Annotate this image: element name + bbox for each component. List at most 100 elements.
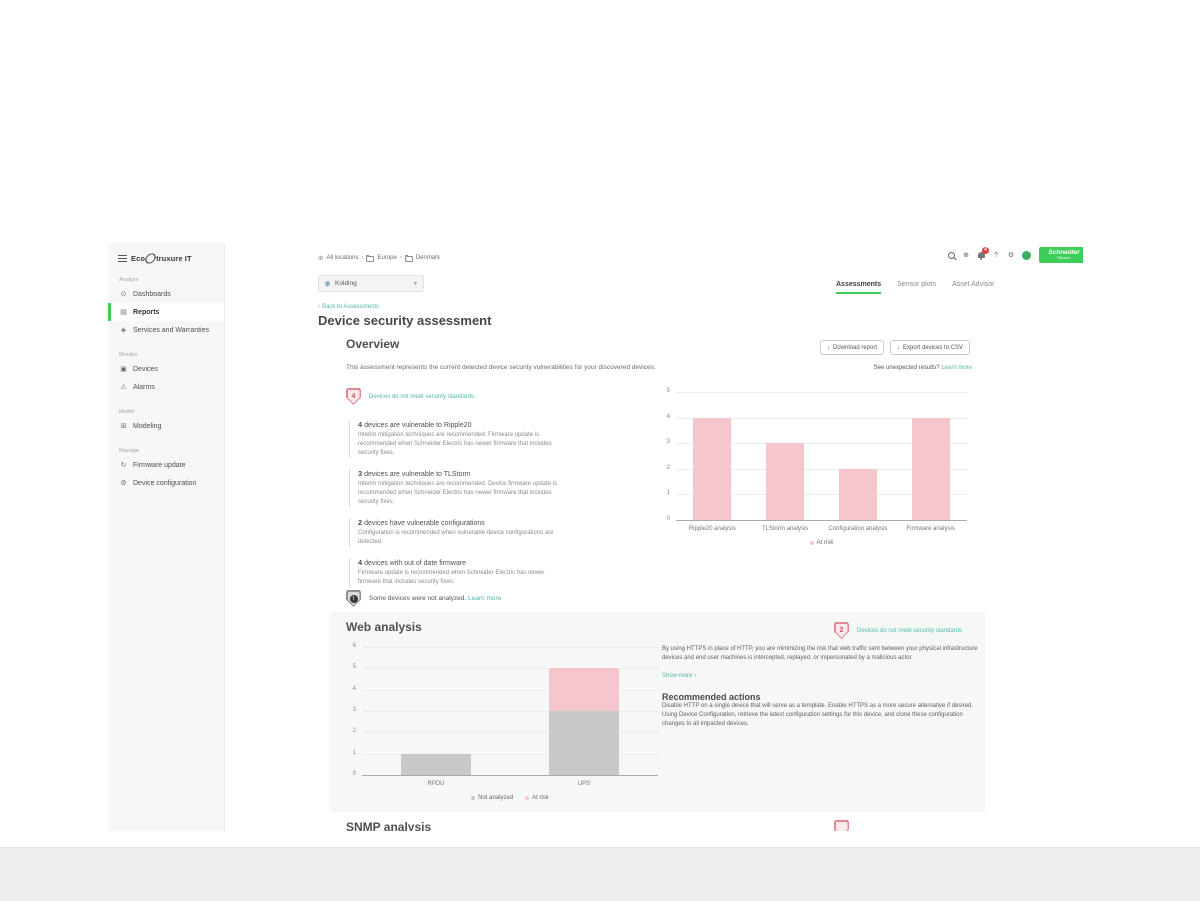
y-tick-label: 2 xyxy=(352,728,356,735)
chart-legend: Not analyzed At risk xyxy=(362,795,658,801)
badge-link[interactable]: Devices do not meet security standards xyxy=(369,393,475,400)
location-selector-value: Kolding xyxy=(335,280,357,287)
gridline xyxy=(676,494,967,496)
sidebar-section-analyze: Analyze xyxy=(119,277,139,283)
bar-segment[interactable] xyxy=(911,417,950,520)
overview-intro-text: This assessment represents the current d… xyxy=(346,364,656,371)
user-avatar[interactable] xyxy=(1021,250,1031,260)
breadcrumb-denmark[interactable]: Denmark xyxy=(415,255,441,261)
sidebar-item-label: Device configuration xyxy=(133,479,197,487)
finding-ripple20: 4 devices are vulnerable to Ripple20 Int… xyxy=(349,420,664,458)
show-more-link[interactable]: Show more › xyxy=(662,672,697,679)
learn-more-link[interactable]: Learn more xyxy=(468,595,502,602)
security-standards-badge: 4 Devices do not meet security standards xyxy=(346,388,474,405)
y-tick-label: 0 xyxy=(352,771,356,777)
alarms-icon: ⚠ xyxy=(120,384,127,391)
bar-segment[interactable] xyxy=(549,711,619,775)
sidebar-item-label: Modeling xyxy=(133,422,162,430)
y-tick-label: 2 xyxy=(666,464,670,471)
finding-title-text: devices are vulnerable to Ripple20 xyxy=(364,422,472,429)
finding-title-text: devices with out of date firmware xyxy=(364,560,467,567)
finding-firmware: 4 devices with out of date firmware Firm… xyxy=(349,558,664,587)
breadcrumb-all-locations[interactable]: All locations xyxy=(326,255,359,261)
snmp-analysis-heading: SNMP analysis xyxy=(346,820,432,831)
sidebar-item-firmware-update[interactable]: ↻ Firmware update xyxy=(108,456,224,474)
bar-segment[interactable] xyxy=(693,417,732,520)
bar-segment[interactable] xyxy=(838,468,877,520)
badge-link[interactable]: Devices do not meet security standards xyxy=(857,627,963,634)
web-analysis-panel: Web analysis 2 Devices do not meet secur… xyxy=(330,612,986,812)
sidebar-section-model: Model xyxy=(119,409,134,415)
sidebar-item-alarms[interactable]: ⚠ Alarms xyxy=(108,378,224,396)
sidebar-item-label: Alarms xyxy=(133,383,155,391)
location-selector[interactable]: Kolding ▾ xyxy=(318,275,424,292)
snmp-shield-badge-icon xyxy=(834,820,849,831)
tab-sensor-plots[interactable]: Sensor plots xyxy=(897,281,937,288)
tab-asset-advisor[interactable]: Asset Advisor xyxy=(952,281,995,288)
tab-bar: Assessments Sensor plots Asset Advisor xyxy=(836,281,994,294)
folder-icon xyxy=(404,254,413,262)
menu-hamburger-icon[interactable] xyxy=(118,255,127,262)
reports-icon: ▤ xyxy=(120,309,127,316)
gray-shield-icon: ! xyxy=(346,590,361,607)
back-link-label: Back to Assessments xyxy=(322,304,380,310)
y-tick-label: 0 xyxy=(666,516,670,522)
chart-legend: At risk xyxy=(676,540,967,546)
sidebar-item-devices[interactable]: ▣ Devices xyxy=(108,360,224,378)
y-tick-label: 1 xyxy=(352,749,356,756)
finding-description: Interim mitigation techniques are recomm… xyxy=(358,432,552,456)
y-tick-label: 3 xyxy=(666,439,670,446)
y-tick-label: 5 xyxy=(666,388,670,394)
finding-title: 4 devices with out of date firmware xyxy=(358,558,664,567)
search-icon[interactable] xyxy=(946,250,956,260)
notification-badge: 4 xyxy=(982,247,989,254)
not-analyzed-note: ! Some devices were not analyzed. Learn … xyxy=(346,590,501,607)
modeling-icon: ⊞ xyxy=(120,423,127,430)
firmware-update-icon: ↻ xyxy=(120,462,127,469)
help-icon[interactable]: ? xyxy=(994,251,998,259)
sidebar-item-services-warranties[interactable]: ◈ Services and Warranties xyxy=(108,321,224,339)
sidebar-item-label: Services and Warranties xyxy=(133,326,209,334)
breadcrumb-separator-icon: › xyxy=(361,255,364,261)
services-icon: ◈ xyxy=(120,327,127,334)
gridline xyxy=(362,753,658,755)
sidebar-item-dashboards[interactable]: ⊙ Dashboards xyxy=(108,285,224,303)
sidebar-item-device-configuration[interactable]: ⚙ Device configuration xyxy=(108,474,224,492)
download-icon: ↓ xyxy=(827,344,830,351)
breadcrumb-europe[interactable]: Europe xyxy=(377,255,397,261)
sidebar-section-manage: Manage xyxy=(119,448,139,454)
gridline xyxy=(676,468,967,470)
bar-segment[interactable] xyxy=(549,668,619,711)
download-report-button[interactable]: ↓ Download report xyxy=(820,340,885,355)
gridline xyxy=(362,647,658,648)
export-csv-label: Export devices to CSV xyxy=(903,344,964,351)
unexpected-results: See unexpected results? Learn more xyxy=(812,365,972,371)
finding-count: 4 xyxy=(358,558,363,567)
globe-icon: ⊕ xyxy=(318,255,324,262)
bar-segment[interactable] xyxy=(766,443,805,520)
tab-assessments[interactable]: Assessments xyxy=(836,281,882,294)
sidebar-item-modeling[interactable]: ⊞ Modeling xyxy=(108,417,224,435)
settings-gear-icon[interactable]: ⚙ xyxy=(1007,252,1015,259)
app-logo[interactable]: Eco truxure IT xyxy=(131,252,192,265)
finding-title-text: devices are vulnerable to TLStorm xyxy=(364,471,471,478)
brand-line1: Schneider xyxy=(1048,248,1080,256)
dashboards-icon: ⊙ xyxy=(120,291,127,298)
app-viewport: Eco truxure IT Analyze ⊙ Dashboards ▤ Rep… xyxy=(108,243,1083,831)
overview-heading: Overview xyxy=(346,337,400,351)
globe-icon[interactable]: ⊕ xyxy=(963,252,969,259)
exclamation-icon: ! xyxy=(349,594,358,603)
learn-more-link[interactable]: Learn more xyxy=(941,365,972,371)
bar-segment[interactable] xyxy=(401,753,471,775)
x-tick-label: Configuration analysis xyxy=(828,526,888,532)
gridline xyxy=(676,417,967,419)
x-tick-label: TLStorm analysis xyxy=(761,526,809,532)
sidebar: Eco truxure IT Analyze ⊙ Dashboards ▤ Rep… xyxy=(108,243,225,831)
back-to-assessments-link[interactable]: ‹ Back to Assessments xyxy=(318,304,379,310)
x-tick-label: Ripple20 analysis xyxy=(688,526,736,532)
notifications-bell-icon[interactable]: 4 xyxy=(976,247,989,260)
sidebar-item-reports[interactable]: ▤ Reports xyxy=(108,303,224,321)
schneider-electric-logo[interactable]: Schneider Electric xyxy=(1039,247,1083,263)
download-report-label: Download report xyxy=(833,344,878,351)
export-devices-csv-button[interactable]: ↓ Export devices to CSV xyxy=(890,340,971,355)
